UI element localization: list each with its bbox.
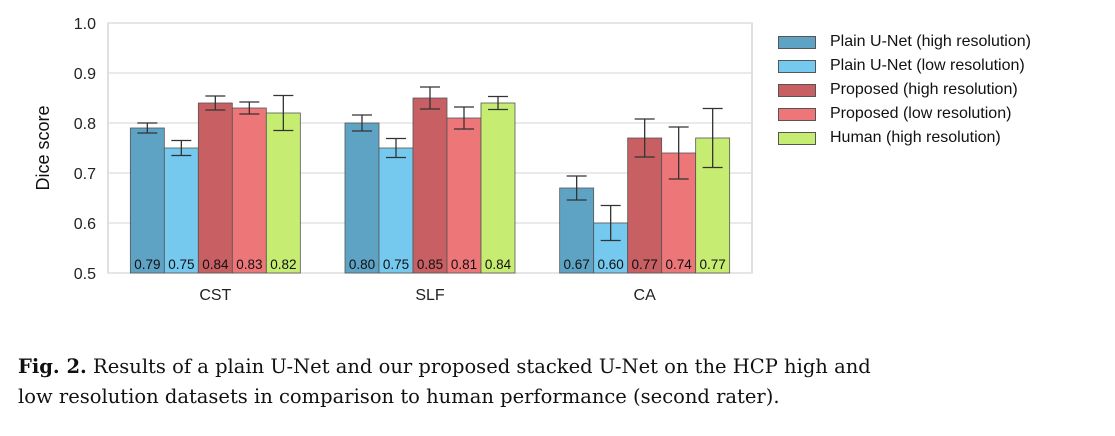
caption-fig-label: Fig. 2.: [18, 355, 87, 378]
caption-line-2: low resolution datasets in comparison to…: [18, 385, 780, 408]
legend-swatch: [778, 107, 816, 121]
bar: [412, 97, 448, 274]
legend: Plain U-Net (high resolution) Plain U-Net…: [778, 30, 1031, 150]
x-tick-label: SLF: [415, 287, 445, 304]
bar-data-label: 0.75: [168, 257, 194, 272]
y-axis-label: Dice score: [33, 105, 53, 190]
bar-data-label: 0.67: [564, 257, 590, 272]
x-tick-label: CST: [199, 287, 231, 304]
legend-swatch: [778, 83, 816, 97]
bar: [163, 147, 199, 274]
caption-line-1: Results of a plain U-Net and our propose…: [93, 355, 871, 378]
figure-caption: Fig. 2. Results of a plain U-Net and our…: [18, 352, 1108, 412]
x-tick-label: CA: [634, 287, 657, 304]
legend-label: Plain U-Net (high resolution): [830, 33, 1031, 50]
legend-item: Proposed (high resolution): [778, 78, 1031, 102]
bar: [129, 127, 165, 274]
bar-data-label: 0.85: [417, 257, 443, 272]
bar-data-label: 0.84: [485, 257, 512, 272]
bar-chart: 0.5 0.6 0.7 0.8 0.9 1.0 Dice score 0.79 0.75 0.84…: [33, 16, 753, 304]
bar: [344, 122, 380, 274]
legend-item: Plain U-Net (high resolution): [778, 30, 1031, 54]
y-tick-label: 0.8: [74, 116, 96, 133]
bar-data-label: 0.74: [666, 257, 693, 272]
legend-label: Proposed (low resolution): [830, 105, 1012, 122]
legend-swatch: [778, 131, 816, 145]
bar-data-label: 0.83: [236, 257, 262, 272]
bar-data-label: 0.75: [383, 257, 409, 272]
y-tick-label: 1.0: [74, 16, 96, 33]
bar-data-label: 0.77: [700, 257, 726, 272]
bar-data-label: 0.81: [451, 257, 477, 272]
legend-swatch: [778, 35, 816, 49]
legend-label: Plain U-Net (low resolution): [830, 57, 1025, 74]
bar-data-label: 0.60: [598, 257, 624, 272]
bar: [231, 107, 267, 274]
bar: [378, 147, 414, 274]
y-tick-label: 0.9: [74, 66, 96, 83]
bar-data-label: 0.84: [202, 257, 229, 272]
bar: [627, 137, 663, 274]
bar-data-label: 0.80: [349, 257, 375, 272]
bar-data-label: 0.82: [270, 257, 296, 272]
bar-data-label: 0.79: [134, 257, 160, 272]
y-tick-label: 0.6: [74, 216, 96, 233]
bar-data-label: 0.77: [632, 257, 658, 272]
bar: [446, 117, 482, 274]
legend-swatch: [778, 59, 816, 73]
bar: [480, 102, 516, 274]
bar: [265, 112, 301, 274]
legend-item: Human (high resolution): [778, 126, 1031, 150]
legend-label: Proposed (high resolution): [830, 81, 1018, 98]
bar: [197, 102, 233, 274]
y-tick-label: 0.7: [74, 166, 96, 183]
legend-item: Plain U-Net (low resolution): [778, 54, 1031, 78]
legend-item: Proposed (low resolution): [778, 102, 1031, 126]
legend-label: Human (high resolution): [830, 129, 1001, 146]
y-tick-label: 0.5: [74, 266, 96, 283]
